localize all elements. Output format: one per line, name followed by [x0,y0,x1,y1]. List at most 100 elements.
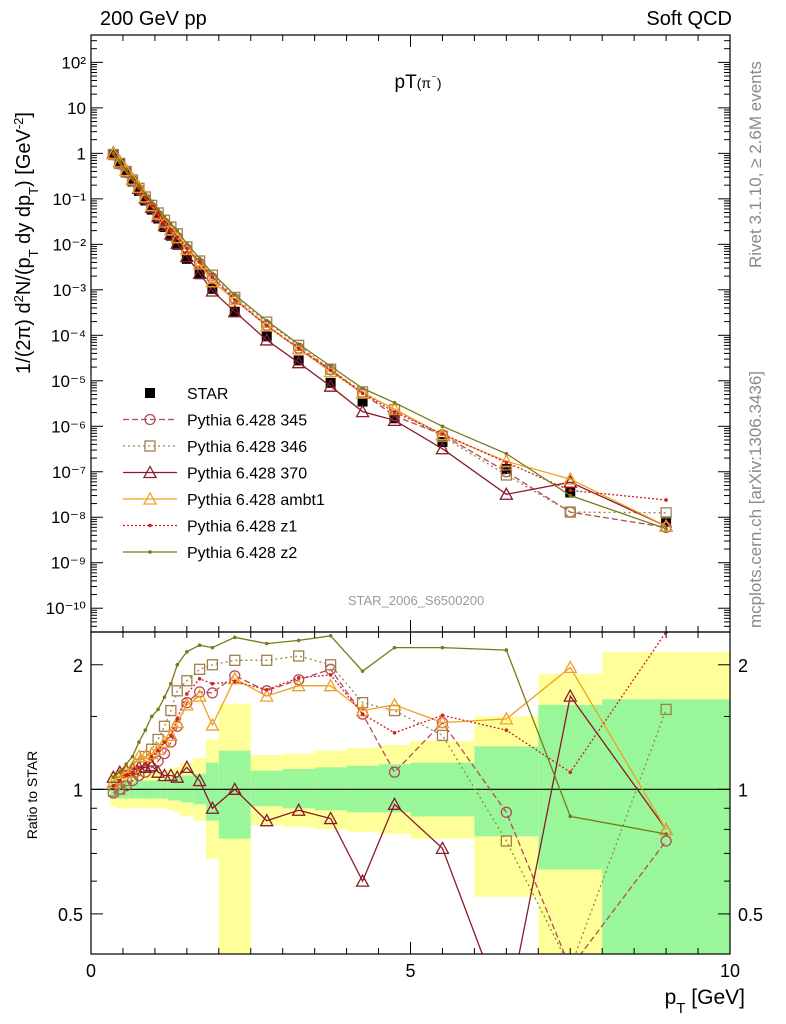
data-point [328,633,333,638]
data-point [179,242,194,256]
data-point [163,728,178,742]
data-point [156,212,160,216]
data-point [388,704,401,717]
data-point [117,159,122,164]
data-point [210,645,215,650]
data-point [264,687,269,692]
data-point [193,255,206,267]
legend: STAR Pythia 6.428 345 Pythia 6.428 346 Pyth… [123,386,325,562]
data-point [325,377,336,388]
x-tick-label: 5 [405,961,415,981]
data-point [206,659,219,671]
data-point [328,368,333,373]
data-point [232,298,237,302]
ratio-y-tick-label: 2 [73,656,83,676]
data-point [293,355,304,366]
ratio-band-green [282,768,315,809]
x-axis-label: pT [GeV] [665,986,745,1017]
data-point [124,762,128,767]
data-point [163,768,178,782]
data-point [355,873,370,887]
data-point [192,266,207,280]
data-point [232,679,237,684]
data-point [137,740,141,744]
legend-entry-star: STAR [145,386,228,403]
series-line [113,655,667,954]
data-point [323,364,338,378]
data-point [146,204,157,215]
series-line [112,632,667,787]
data-point [504,451,509,456]
data-point [440,432,445,436]
data-point [664,832,668,836]
data-point [192,256,207,270]
legend-marker [148,523,152,528]
data-point [232,293,237,297]
data-point [568,814,573,819]
data-point [163,222,178,236]
data-point [181,253,192,264]
analysis-watermark: STAR_2006_S6500200 [348,593,484,608]
data-point [568,488,573,493]
data-point [171,685,183,697]
data-point [143,762,148,767]
y-tick-label: 10⁻⁴ [51,326,86,345]
data-point [170,230,185,244]
data-point [229,654,241,666]
data-point [659,518,674,532]
data-point [197,643,202,648]
data-point [125,171,140,185]
legend-label: Pythia 6.428 346 [187,439,307,456]
legend-label: Pythia 6.428 z2 [187,545,297,562]
series-line [112,635,667,835]
data-point [661,516,672,527]
data-point [205,274,220,288]
data-point [563,474,578,488]
data-point [137,183,141,188]
data-point [117,770,122,775]
data-point [440,645,445,650]
data-point [162,740,167,744]
data-point [157,214,172,228]
data-point [259,813,274,827]
data-point [323,811,338,825]
data-point [140,195,151,206]
data-point [138,749,153,763]
data-point [436,729,449,742]
data-point [328,364,333,368]
data-point [568,770,573,775]
data-point [500,1012,512,1023]
data-point [130,754,135,759]
y-tick-label: 10⁻¹⁰ [46,599,87,618]
data-point [172,239,183,250]
data-point [259,318,274,332]
ratio-y-tick-label-right: 1 [738,780,748,800]
data-point [149,199,154,204]
series-pythia-6-428-z2 [111,633,668,836]
legend-marker [144,413,156,426]
data-point [501,463,512,474]
data-point [227,304,242,318]
data-point [169,222,173,226]
y-tick-label: 10 [67,99,86,118]
data-point [149,204,154,208]
data-point [660,507,672,519]
data-point [296,342,301,346]
data-point [130,770,135,775]
data-point [156,207,160,212]
series-line [112,666,667,830]
ratio-band-green [474,746,539,837]
data-point [261,331,272,342]
data-point [170,769,185,783]
y-tick-label: 10⁻⁹ [51,554,86,573]
data-point [291,355,306,369]
data-point [165,704,177,717]
y-tick-label: 10⁻⁷ [52,463,86,482]
data-point [660,703,672,716]
axes-layer: 0 5 10 10⁻¹⁰ 10⁻⁹ 10⁻⁸ 10⁻⁷ 10⁻⁶ 10⁻⁵ 10⁻⁴ 10⁻³ 10⁻… [46,34,763,981]
data-point [565,963,575,973]
data-point [111,151,116,155]
data-point [175,717,180,721]
data-point [185,649,189,654]
